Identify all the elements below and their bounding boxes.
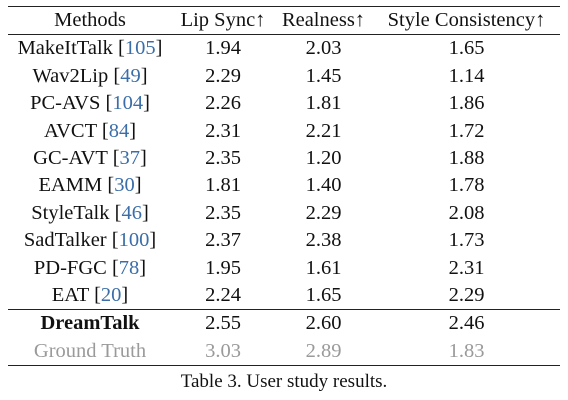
method-name: EAMM <box>38 174 103 197</box>
method-cell: MakeItTalk [105] <box>17 37 163 60</box>
method-cell: EAMM [30] <box>38 174 142 197</box>
citation-link[interactable]: 104 <box>112 92 144 115</box>
style-consistency-value: 1.78 <box>448 174 485 197</box>
header-lip-sync: Lip Sync↑ <box>172 6 274 35</box>
table-row: EAMM [30] 1.81 1.40 1.78 <box>8 172 560 199</box>
table-body: MakeItTalk [105] 1.94 2.03 1.65 Wav2Lip [49]… <box>8 35 560 310</box>
realness-value: 2.38 <box>305 229 342 252</box>
citation-link[interactable]: 46 <box>121 201 142 224</box>
lip-sync-value: 1.94 <box>205 37 241 60</box>
realness-value: 1.81 <box>305 92 342 115</box>
style-consistency-value: 2.46 <box>373 308 560 338</box>
citation-link[interactable]: 37 <box>119 147 141 169</box>
realness-value: 2.21 <box>305 119 342 142</box>
method-name: Ground Truth <box>8 337 172 366</box>
citation-link[interactable]: 30 <box>114 174 135 197</box>
method-name: MakeItTalk <box>17 37 113 60</box>
style-consistency-value: 1.72 <box>448 119 485 142</box>
citation-link[interactable]: 105 <box>124 37 156 60</box>
table-row: PD-FGC [78] 1.95 1.61 2.31 <box>8 254 560 281</box>
realness-value: 1.20 <box>305 147 342 169</box>
lip-sync-value: 2.31 <box>205 119 241 142</box>
table-row: Wav2Lip [49] 2.29 1.45 1.14 <box>8 62 560 89</box>
method-name: Wav2Lip <box>32 64 109 87</box>
realness-value: 2.89 <box>274 337 373 366</box>
table-row: EAT [20] 2.24 1.65 2.29 <box>8 282 560 310</box>
lip-sync-value: 3.03 <box>172 337 274 366</box>
realness-value: 2.60 <box>274 308 373 338</box>
realness-value: 1.61 <box>305 256 342 279</box>
table-row-ground-truth: Ground Truth 3.03 2.89 1.83 <box>8 337 560 366</box>
lip-sync-value: 2.29 <box>205 64 241 87</box>
method-cell: PC-AVS [104] <box>30 92 150 115</box>
user-study-table: Methods Lip Sync↑ Realness↑ Style Consis… <box>8 6 560 366</box>
lip-sync-value: 1.81 <box>205 174 241 197</box>
realness-value: 1.40 <box>305 174 342 197</box>
style-consistency-value: 1.83 <box>373 337 560 366</box>
table-row: GC-AVT [37] 2.35 1.20 1.88 <box>8 145 560 172</box>
citation-link[interactable]: 84 <box>108 119 130 142</box>
style-consistency-value: 1.86 <box>448 92 485 115</box>
method-name: SadTalker <box>23 229 107 252</box>
ours-body: DreamTalk 2.55 2.60 2.46 Ground Truth 3.… <box>8 308 560 366</box>
table-row: PC-AVS [104] 2.26 1.81 1.86 <box>8 90 560 117</box>
method-name: EAT <box>51 283 89 306</box>
table-row: SadTalker [100] 2.37 2.38 1.73 <box>8 227 560 254</box>
header-methods: Methods <box>8 6 172 35</box>
method-name: GC-AVT <box>33 147 108 169</box>
realness-value: 2.29 <box>305 201 342 224</box>
header-realness: Realness↑ <box>274 6 373 35</box>
method-name: PD-FGC <box>33 256 107 279</box>
method-cell: GC-AVT [37] <box>33 147 147 169</box>
table-row: StyleTalk [46] 2.35 2.29 2.08 <box>8 199 560 226</box>
lip-sync-value: 2.35 <box>205 147 241 169</box>
style-consistency-value: 2.29 <box>448 283 485 306</box>
citation-link[interactable]: 100 <box>118 229 150 252</box>
realness-value: 1.45 <box>305 64 342 87</box>
lip-sync-value: 2.26 <box>205 92 241 115</box>
realness-value: 2.03 <box>305 37 342 60</box>
style-consistency-value: 1.14 <box>448 64 485 87</box>
lip-sync-value: 1.95 <box>205 256 241 279</box>
method-cell: Wav2Lip [49] <box>32 64 148 87</box>
table-row-dreamtalk: DreamTalk 2.55 2.60 2.46 <box>8 308 560 338</box>
style-consistency-value: 2.08 <box>448 201 485 224</box>
method-name: AVCT <box>43 119 97 142</box>
lip-sync-value: 2.24 <box>205 283 241 306</box>
results-table-container: Methods Lip Sync↑ Realness↑ Style Consis… <box>8 6 560 366</box>
table-caption: Table 3. User study results. <box>180 371 388 392</box>
citation-link[interactable]: 20 <box>100 283 122 306</box>
header-style-consistency: Style Consistency↑ <box>373 6 560 35</box>
header-row: Methods Lip Sync↑ Realness↑ Style Consis… <box>8 6 560 35</box>
style-consistency-value: 1.65 <box>448 37 485 60</box>
table-row: MakeItTalk [105] 1.94 2.03 1.65 <box>8 35 560 63</box>
lip-sync-value: 2.35 <box>205 201 241 224</box>
method-name: PC-AVS <box>30 92 101 115</box>
method-cell: EAT [20] <box>51 283 129 306</box>
method-cell: PD-FGC [78] <box>33 256 147 279</box>
method-cell: AVCT [84] <box>43 119 137 142</box>
lip-sync-value: 2.37 <box>205 229 241 252</box>
method-name: DreamTalk <box>8 308 172 338</box>
realness-value: 1.65 <box>305 283 342 306</box>
style-consistency-value: 1.73 <box>448 229 485 252</box>
table-row: AVCT [84] 2.31 2.21 1.72 <box>8 117 560 144</box>
method-cell: SadTalker [100] <box>23 229 157 252</box>
method-name: StyleTalk <box>31 201 110 224</box>
style-consistency-value: 2.31 <box>448 256 485 279</box>
style-consistency-value: 1.88 <box>448 147 485 169</box>
citation-link[interactable]: 49 <box>120 64 141 87</box>
method-cell: StyleTalk [46] <box>31 201 149 224</box>
citation-link[interactable]: 78 <box>118 256 140 279</box>
lip-sync-value: 2.55 <box>172 308 274 338</box>
